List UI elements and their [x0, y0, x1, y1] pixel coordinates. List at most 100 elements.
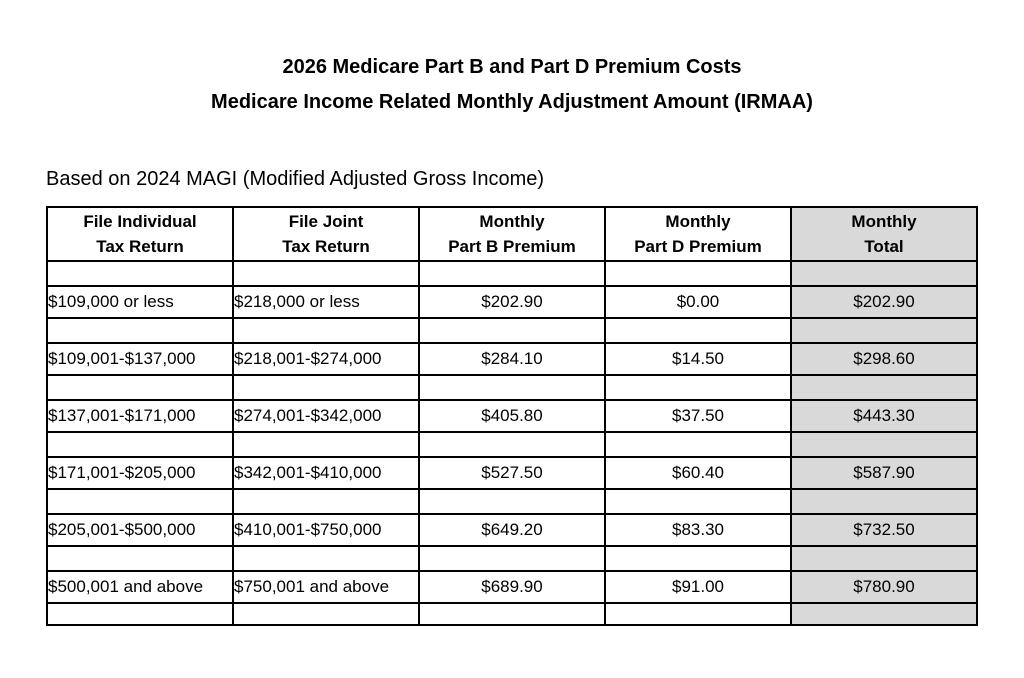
cell-monthly-total: $780.90: [790, 570, 978, 604]
cell-monthly-total: $587.90: [790, 456, 978, 490]
spacer-cell: [418, 317, 606, 344]
cell-part-b-premium: $527.50: [418, 456, 606, 490]
spacer-cell: [604, 260, 792, 287]
header-line: File Individual: [83, 212, 197, 231]
spacer-cell: [418, 488, 606, 515]
title-line-1: 2026 Medicare Part B and Part D Premium …: [282, 56, 742, 78]
header-part-d-premium: Monthly Part D Premium: [604, 206, 792, 262]
spacer-cell: [604, 374, 792, 401]
spacer-cell: [604, 317, 792, 344]
cell-monthly-total: $443.30: [790, 399, 978, 433]
cell-joint-range: $342,001-$410,000: [232, 456, 420, 490]
subtitle: Based on 2024 MAGI (Modified Adjusted Gr…: [46, 168, 545, 190]
irmaa-premium-table: File Individual Tax Return File Joint Ta…: [46, 206, 978, 626]
cell-part-b-premium: $689.90: [418, 570, 606, 604]
header-file-individual: File Individual Tax Return: [46, 206, 234, 262]
spacer-cell: [232, 602, 420, 626]
spacer-cell: [46, 602, 234, 626]
table-row: $500,001 and above $750,001 and above $6…: [46, 570, 978, 604]
header-line: Part B Premium: [448, 237, 576, 256]
spacer-cell: [418, 260, 606, 287]
header-monthly-total: Monthly Total: [790, 206, 978, 262]
header-line: Tax Return: [96, 237, 184, 256]
spacer-row: [46, 545, 978, 572]
spacer-row: [46, 431, 978, 458]
spacer-row: [46, 260, 978, 287]
cell-part-d-premium: $91.00: [604, 570, 792, 604]
cell-part-b-premium: $202.90: [418, 285, 606, 319]
table-row: $171,001-$205,000 $342,001-$410,000 $527…: [46, 456, 978, 490]
spacer-cell: [790, 602, 978, 626]
header-file-joint: File Joint Tax Return: [232, 206, 420, 262]
spacer-cell: [604, 431, 792, 458]
cell-individual-range: $171,001-$205,000: [46, 456, 234, 490]
spacer-row: [46, 374, 978, 401]
cell-part-d-premium: $14.50: [604, 342, 792, 376]
cell-joint-range: $218,001-$274,000: [232, 342, 420, 376]
spacer-cell: [418, 602, 606, 626]
cell-part-b-premium: $649.20: [418, 513, 606, 547]
spacer-cell: [46, 488, 234, 515]
cell-joint-range: $410,001-$750,000: [232, 513, 420, 547]
spacer-cell: [46, 260, 234, 287]
spacer-cell: [790, 545, 978, 572]
header-line: Monthly: [851, 212, 917, 231]
document-title: 2026 Medicare Part B and Part D Premium …: [0, 50, 1024, 120]
spacer-cell: [46, 545, 234, 572]
header-line: Part D Premium: [634, 237, 762, 256]
spacer-cell: [790, 260, 978, 287]
spacer-cell: [46, 317, 234, 344]
cell-joint-range: $750,001 and above: [232, 570, 420, 604]
header-line: Monthly: [479, 212, 545, 231]
spacer-cell: [418, 431, 606, 458]
cell-part-d-premium: $83.30: [604, 513, 792, 547]
cell-part-b-premium: $284.10: [418, 342, 606, 376]
header-line: Total: [864, 237, 904, 256]
spacer-cell: [46, 374, 234, 401]
header-line: Monthly: [665, 212, 731, 231]
cell-part-d-premium: $0.00: [604, 285, 792, 319]
cell-monthly-total: $298.60: [790, 342, 978, 376]
cell-individual-range: $137,001-$171,000: [46, 399, 234, 433]
spacer-cell: [790, 488, 978, 515]
spacer-cell: [232, 431, 420, 458]
cell-individual-range: $205,001-$500,000: [46, 513, 234, 547]
cell-part-d-premium: $37.50: [604, 399, 792, 433]
spacer-cell: [46, 431, 234, 458]
spacer-cell: [790, 374, 978, 401]
cell-monthly-total: $732.50: [790, 513, 978, 547]
table-row: $109,000 or less $218,000 or less $202.9…: [46, 285, 978, 319]
cell-joint-range: $274,001-$342,000: [232, 399, 420, 433]
spacer-cell: [604, 602, 792, 626]
header-part-b-premium: Monthly Part B Premium: [418, 206, 606, 262]
table-row: $109,001-$137,000 $218,001-$274,000 $284…: [46, 342, 978, 376]
spacer-cell: [790, 431, 978, 458]
spacer-cell: [232, 488, 420, 515]
spacer-cell: [418, 374, 606, 401]
cell-part-d-premium: $60.40: [604, 456, 792, 490]
cell-joint-range: $218,000 or less: [232, 285, 420, 319]
table-row: $205,001-$500,000 $410,001-$750,000 $649…: [46, 513, 978, 547]
spacer-cell: [232, 317, 420, 344]
spacer-cell: [232, 545, 420, 572]
spacer-row: [46, 488, 978, 515]
cell-individual-range: $109,000 or less: [46, 285, 234, 319]
table-row: $137,001-$171,000 $274,001-$342,000 $405…: [46, 399, 978, 433]
spacer-cell: [604, 488, 792, 515]
cell-monthly-total: $202.90: [790, 285, 978, 319]
header-line: File Joint: [288, 212, 364, 231]
spacer-cell: [232, 260, 420, 287]
header-line: Tax Return: [282, 237, 370, 256]
spacer-cell: [232, 374, 420, 401]
cell-part-b-premium: $405.80: [418, 399, 606, 433]
cell-individual-range: $500,001 and above: [46, 570, 234, 604]
title-line-2: Medicare Income Related Monthly Adjustme…: [211, 91, 813, 113]
spacer-row: [46, 602, 978, 626]
spacer-row: [46, 317, 978, 344]
spacer-cell: [604, 545, 792, 572]
spacer-cell: [418, 545, 606, 572]
header-row: File Individual Tax Return File Joint Ta…: [46, 206, 978, 262]
cell-individual-range: $109,001-$137,000: [46, 342, 234, 376]
spacer-cell: [790, 317, 978, 344]
